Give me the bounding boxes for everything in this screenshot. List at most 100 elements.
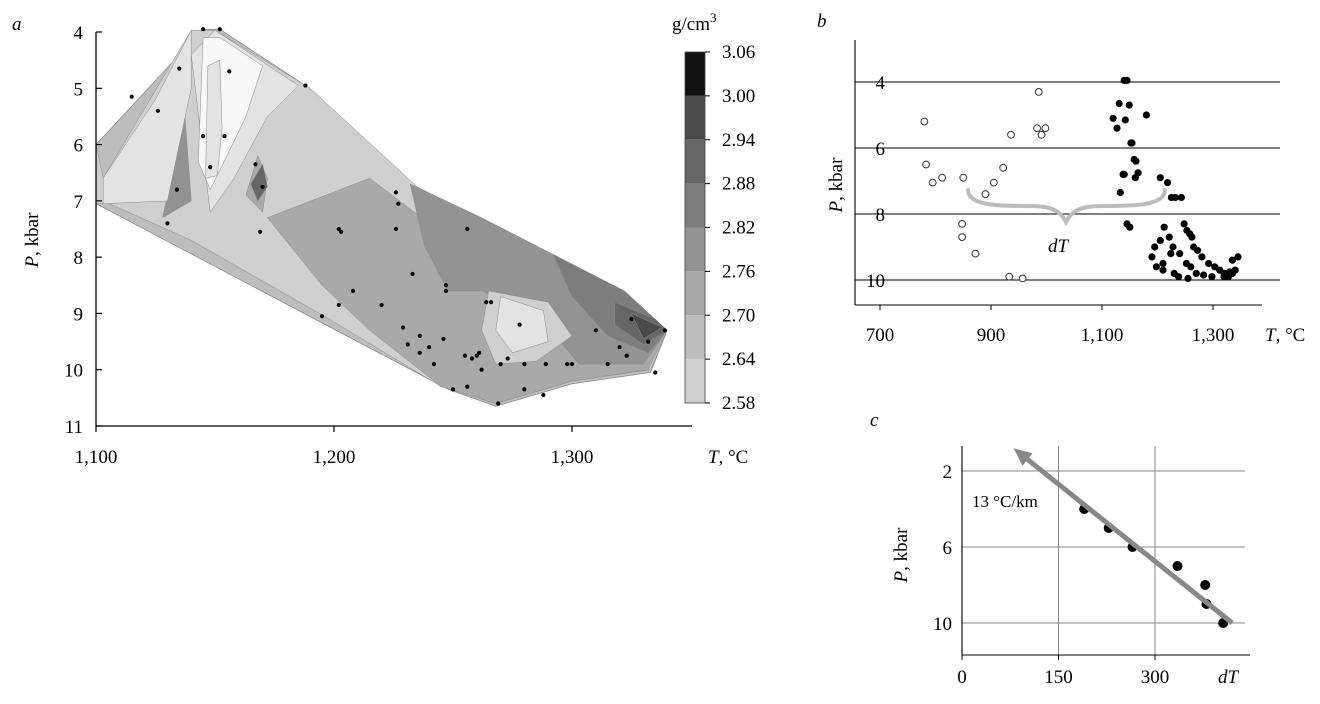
sample-point — [479, 367, 484, 372]
panel-b-letter: b — [817, 11, 827, 32]
panel-b-dT-label: dT — [1048, 236, 1070, 257]
colorbar-band — [685, 315, 705, 360]
filled-point — [1234, 253, 1242, 261]
sample-point — [379, 302, 384, 308]
panel-a-density-regions — [95, 28, 668, 407]
panel-c-points — [1079, 504, 1229, 628]
y-tick-label: 8 — [876, 205, 886, 226]
x-tick-label: 700 — [866, 325, 895, 346]
filled-point — [1159, 266, 1167, 274]
open-point — [989, 178, 998, 187]
sample-point — [227, 69, 232, 74]
open-point — [999, 163, 1008, 172]
sample-point — [303, 83, 308, 88]
filled-point — [1220, 273, 1228, 281]
colorbar-band — [685, 183, 705, 228]
panel-a-ylabel-unit: , kbar — [22, 212, 43, 256]
panel-a: a 4 5 6 7 8 9 10 11 1,100 1,200 1,300 P, kbar T, °… — [12, 10, 756, 468]
filled-point — [1176, 250, 1184, 258]
colorbar-unit-exp: 3 — [710, 10, 717, 25]
colorbar-tick-label: 2.88 — [722, 174, 755, 195]
sample-point — [565, 362, 570, 367]
panel-c-ylabel: P, kbar — [891, 527, 912, 584]
filled-point — [1231, 266, 1239, 274]
panel-a-colorbar: 3.06 3.00 2.94 2.88 2.82 2.76 2.70 2.64 2.58 — [684, 42, 756, 414]
x-tick-label: 150 — [1044, 667, 1073, 688]
filled-point — [1116, 188, 1124, 197]
density-region-10 — [495, 296, 549, 354]
sample-point — [569, 362, 575, 367]
sample-point — [469, 356, 475, 361]
sample-point — [662, 328, 667, 333]
sample-point — [646, 339, 651, 344]
filled-point — [1180, 220, 1188, 228]
sample-point — [393, 190, 398, 195]
y-tick-label: 4 — [74, 23, 84, 44]
panel-c: c 2 6 10 0 150 300 13 °C/km P, kbar dT — [870, 410, 1250, 688]
filled-point — [1160, 223, 1168, 231]
colorbar-tick-label: 2.64 — [722, 349, 756, 370]
panel-b-xlabel-var: T — [1265, 325, 1277, 346]
panel-a-ylabel: P, kbar — [22, 212, 43, 269]
sample-point — [474, 353, 479, 358]
filled-point — [1128, 139, 1136, 147]
filled-point — [1123, 76, 1131, 84]
sample-point — [496, 401, 501, 406]
panel-a-xlabel-unit: , °C — [719, 447, 749, 468]
y-tick-label: 2 — [943, 462, 953, 483]
y-tick-label: 10 — [64, 361, 83, 382]
panel-b-xlabel: T, °C — [1265, 325, 1305, 346]
open-point — [958, 220, 966, 228]
panel-b-ylabel-unit: , kbar — [826, 157, 847, 201]
sample-point — [617, 345, 622, 350]
density-region-8 — [250, 163, 268, 202]
open-point — [1007, 130, 1015, 139]
dT-curly-brace — [966, 188, 1167, 227]
sample-point — [462, 353, 467, 358]
colorbar-tick-label: 2.94 — [722, 130, 756, 151]
y-tick-label: 6 — [876, 139, 886, 160]
data-point — [1172, 561, 1183, 571]
filled-point — [1177, 193, 1185, 202]
sample-point — [441, 336, 446, 341]
filled-point — [1156, 174, 1164, 182]
colorbar-tick-label: 2.70 — [722, 305, 755, 326]
sample-point — [450, 387, 456, 392]
panel-c-axes: 2 6 10 0 150 300 — [933, 446, 1250, 688]
panel-a-axes: 4 5 6 7 8 9 10 11 1,100 1,200 1,300 — [64, 23, 692, 468]
open-point — [1034, 88, 1043, 96]
colorbar-band — [685, 139, 705, 184]
y-tick-label: 7 — [74, 192, 84, 213]
x-tick-label: 300 — [1141, 667, 1170, 688]
filled-point — [1184, 274, 1192, 282]
sample-point — [541, 392, 546, 398]
filled-point — [1175, 273, 1183, 281]
open-point — [958, 233, 966, 242]
filled-point — [1148, 253, 1156, 261]
panel-b-filled-points — [1109, 76, 1242, 282]
open-point — [938, 173, 947, 182]
filled-point — [1167, 250, 1175, 258]
colorbar-unit: g/cm3 — [672, 10, 717, 35]
open-point — [959, 173, 968, 182]
colorbar-band — [685, 95, 705, 140]
colorbar-tick-label: 2.82 — [722, 218, 755, 239]
sample-point — [339, 229, 344, 234]
sample-point — [396, 201, 401, 206]
sample-point — [517, 322, 522, 327]
colorbar-band — [685, 271, 705, 316]
panel-c-ylabel-var: P — [891, 570, 912, 583]
colorbar-tick-label: 3.00 — [722, 86, 755, 107]
colorbar-band — [685, 359, 705, 403]
filled-point — [1192, 269, 1200, 277]
filled-point — [1156, 236, 1164, 244]
filled-point — [1163, 179, 1172, 187]
sample-point — [465, 226, 470, 232]
sample-point — [431, 362, 437, 367]
filled-point — [1169, 243, 1177, 251]
density-region-6 — [630, 312, 663, 340]
panel-b-ylabel: P, kbar — [826, 157, 847, 214]
filled-point — [1126, 223, 1134, 231]
sample-point — [177, 66, 182, 71]
open-point — [920, 117, 929, 126]
